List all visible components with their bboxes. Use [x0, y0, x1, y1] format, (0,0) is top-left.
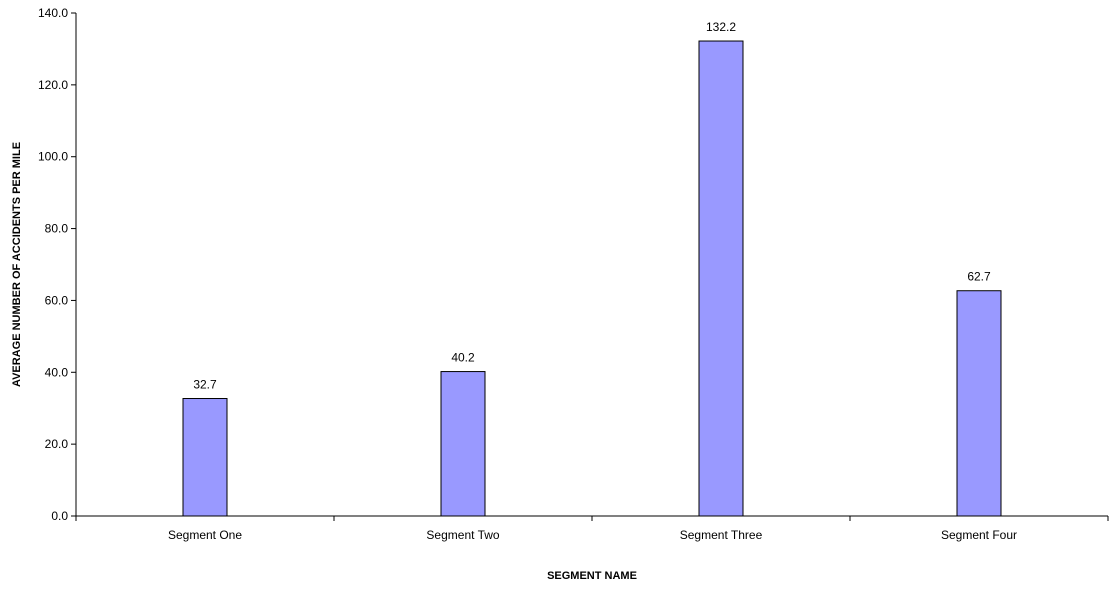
bar-data-label: 132.2 — [706, 20, 736, 34]
y-tick-label: 0.0 — [51, 509, 68, 523]
x-axis-title: SEGMENT NAME — [547, 570, 637, 582]
bars: 32.7 40.2 132.2 62.7 — [182, 20, 1002, 517]
y-tick-label: 120.0 — [38, 78, 68, 92]
bar — [698, 40, 744, 517]
bar-data-label: 40.2 — [451, 351, 475, 365]
bar — [956, 290, 1002, 517]
y-tick-label: 140.0 — [38, 6, 68, 20]
y-axis-ticks: 0.0 20.0 40.0 60.0 80.0 100.0 120.0 140.0 — [38, 6, 76, 523]
x-category-label: Segment Four — [941, 528, 1017, 542]
x-axis-ticks: Segment One Segment Two Segment Three Segme… — [75, 516, 1109, 542]
y-tick-label: 80.0 — [45, 222, 69, 236]
x-category-label: Segment One — [168, 528, 242, 542]
x-category-label: Segment Two — [426, 528, 499, 542]
y-tick-label: 100.0 — [38, 150, 68, 164]
y-axis-title: AVERAGE NUMBER OF ACCIDENTS PER MILE — [11, 142, 23, 387]
y-tick-label: 40.0 — [45, 365, 69, 379]
bar-data-label: 62.7 — [967, 270, 991, 284]
x-category-label: Segment Three — [680, 528, 763, 542]
bar — [440, 371, 486, 517]
y-tick-label: 20.0 — [45, 437, 69, 451]
bar — [182, 398, 228, 517]
bar-data-label: 32.7 — [193, 378, 217, 392]
y-tick-label: 60.0 — [45, 293, 69, 307]
